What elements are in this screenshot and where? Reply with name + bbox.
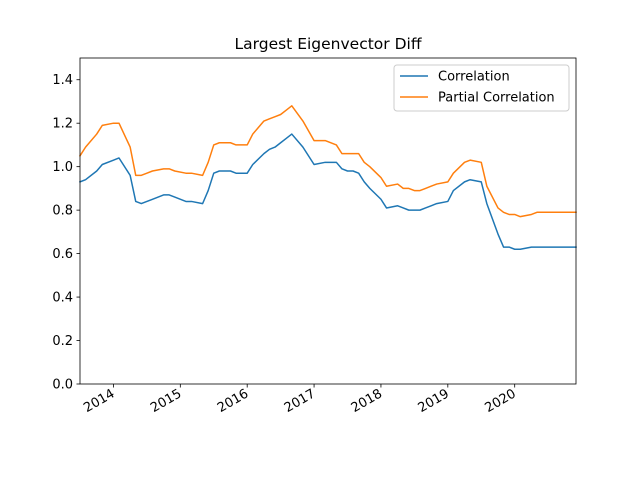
y-tick-label: 1.2 [52, 117, 73, 132]
legend-label-correlation: Correlation [438, 70, 510, 85]
series-layer [78, 105, 577, 250]
y-tick-label: 0.0 [52, 378, 73, 393]
series-line-partial-correlation [78, 105, 577, 218]
y-tick-label: 0.6 [52, 247, 73, 262]
y-axis: 0.0 0.2 0.4 0.6 0.8 1.0 1.2 1.4 [52, 73, 80, 393]
legend-frame [393, 64, 570, 112]
legend-label-partial-correlation: Partial Correlation [438, 91, 555, 106]
y-tick-label: 1.0 [52, 160, 73, 175]
y-tick-label: 0.4 [52, 291, 73, 306]
chart-title: Largest Eigenvector Diff [235, 35, 422, 53]
y-tick-label: 1.4 [52, 73, 73, 88]
legend: Correlation Partial Correlation [393, 64, 570, 112]
y-tick-label: 0.8 [52, 204, 73, 219]
plot-frame [79, 57, 577, 385]
series-line-correlation [79, 133, 577, 250]
y-tick-label: 0.2 [52, 334, 73, 349]
